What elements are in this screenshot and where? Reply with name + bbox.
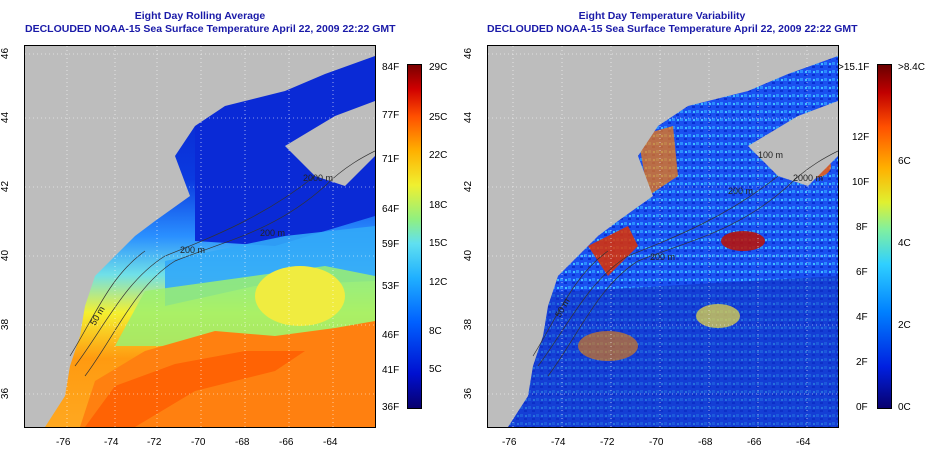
left-contour-label: 2000 m — [303, 173, 333, 183]
right-colorbar — [877, 64, 892, 409]
left-sst-map-image: 2000 m 200 m 200 m 50 m — [25, 46, 375, 427]
left-colorbar-c-label: 5C — [429, 364, 442, 375]
left-colorbar — [407, 64, 422, 409]
right-ytick: 46 — [463, 47, 475, 60]
right-variability-map: 100 m 2000 m 200 m 200 m 50 m — [487, 45, 839, 428]
left-land-nova-scotia — [285, 101, 375, 186]
left-warm-core-ring — [255, 266, 345, 326]
left-contour-2000m — [84, 150, 375, 377]
right-colorbar-f-label: 6F — [856, 267, 868, 278]
left-xtick: -76 — [56, 437, 71, 448]
left-colorbar-f-label: 84F — [382, 62, 400, 73]
left-colorbar-c-label: 18C — [429, 200, 448, 211]
right-land-nova-scotia — [748, 101, 838, 186]
left-ytick: 38 — [0, 318, 12, 331]
left-gulf-of-maine-water — [195, 56, 375, 246]
right-xtick: -64 — [796, 437, 811, 448]
left-contour-label: 200 m — [180, 245, 205, 255]
left-colorbar-f-label: 53F — [382, 281, 400, 292]
left-ytick: 42 — [0, 180, 12, 193]
left-sst-map: 2000 m 200 m 200 m 50 m — [24, 45, 376, 428]
left-colorbar-c-label: 22C — [429, 150, 448, 161]
left-title-line1: Eight Day Rolling Average — [134, 10, 266, 22]
right-hotspot — [578, 331, 638, 361]
left-colorbar-c-label: 15C — [429, 238, 448, 249]
right-contour-label: 200 m — [728, 186, 753, 196]
left-xtick: -64 — [323, 437, 338, 448]
right-ytick: 36 — [463, 387, 475, 400]
left-contour-label: 200 m — [260, 228, 285, 238]
right-xtick: -66 — [747, 437, 762, 448]
right-colorbar-c-label: 6C — [898, 156, 911, 167]
left-colorbar-f-label: 77F — [382, 110, 400, 121]
right-colorbar-f-label: 4F — [856, 312, 868, 323]
right-land-canada — [718, 46, 788, 84]
right-colorbar-c-label: 4C — [898, 238, 911, 249]
right-variability-map-image: 100 m 2000 m 200 m 200 m 50 m — [488, 46, 838, 427]
left-xtick: -74 — [104, 437, 119, 448]
left-land-us-coast — [25, 46, 375, 427]
left-colorbar-f-label: 36F — [382, 402, 400, 413]
left-land-canada — [255, 46, 325, 84]
left-colorbar-f-label: 46F — [382, 330, 400, 341]
left-ytick: 46 — [0, 47, 12, 60]
right-colorbar-f-label: 0F — [856, 402, 868, 413]
right-hotspot — [696, 304, 740, 328]
right-contour-label: 100 m — [758, 150, 783, 160]
left-colorbar-f-label: 64F — [382, 204, 400, 215]
right-ytick: 40 — [463, 249, 475, 262]
left-colorbar-f-label: 59F — [382, 239, 400, 250]
right-hotspot — [721, 231, 765, 251]
left-colorbar-c-label: 8C — [429, 326, 442, 337]
right-hotspot — [588, 226, 638, 276]
right-ytick: 44 — [463, 111, 475, 124]
right-ytick: 38 — [463, 318, 475, 331]
left-contour-50m — [69, 250, 146, 357]
right-colorbar-f-label: 10F — [852, 177, 870, 188]
left-panel-title: Eight Day Rolling Average DECLOUDED NOAA… — [25, 10, 396, 36]
right-colorbar-f-label: >15.1F — [838, 62, 870, 73]
right-panel-title: Eight Day Temperature Variability DECLOU… — [487, 10, 858, 36]
left-colorbar-c-label: 29C — [429, 62, 448, 73]
right-title-line1: Eight Day Temperature Variability — [578, 10, 746, 22]
right-land-us-coast — [488, 46, 838, 427]
right-xtick: -76 — [502, 437, 517, 448]
right-contour-label: 200 m — [650, 252, 675, 262]
left-colorbar-f-label: 41F — [382, 365, 400, 376]
right-colorbar-f-label: 8F — [856, 222, 868, 233]
right-contour-2000m — [547, 150, 838, 377]
right-title-line2: DECLOUDED NOAA-15 Sea Surface Temperatur… — [487, 23, 858, 35]
right-xtick: -68 — [698, 437, 713, 448]
left-xtick: -70 — [191, 437, 206, 448]
left-gulf-stream-core — [85, 351, 305, 427]
left-colorbar-c-label: 25C — [429, 112, 448, 123]
right-ytick: 42 — [463, 180, 475, 193]
right-xtick: -72 — [600, 437, 615, 448]
right-colorbar-c-label: 2C — [898, 320, 911, 331]
right-offshore-low — [488, 276, 838, 427]
left-xtick: -66 — [279, 437, 294, 448]
right-colorbar-f-label: 12F — [852, 132, 870, 143]
left-title-line2: DECLOUDED NOAA-15 Sea Surface Temperatur… — [25, 23, 396, 35]
right-xtick: -70 — [649, 437, 664, 448]
right-colorbar-f-label: 2F — [856, 357, 868, 368]
right-contour-label: 2000 m — [793, 173, 823, 183]
left-ytick: 40 — [0, 249, 12, 262]
right-contour-50m — [532, 250, 609, 357]
right-colorbar-c-label: >8.4C — [898, 62, 925, 73]
left-xtick: -68 — [235, 437, 250, 448]
right-hotspot — [638, 126, 678, 196]
right-colorbar-c-label: 0C — [898, 402, 911, 413]
left-colorbar-f-label: 71F — [382, 154, 400, 165]
left-ytick: 36 — [0, 387, 12, 400]
left-xtick: -72 — [147, 437, 162, 448]
left-colorbar-c-label: 12C — [429, 277, 448, 288]
left-ytick: 44 — [0, 111, 12, 124]
right-xtick: -74 — [551, 437, 566, 448]
